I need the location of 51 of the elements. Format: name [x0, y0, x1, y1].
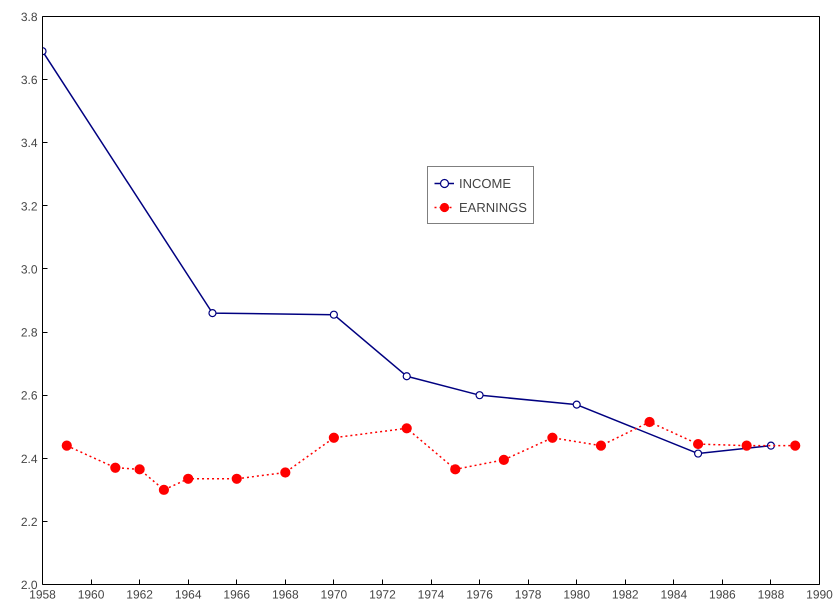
x-tick-label: 1976: [466, 588, 494, 602]
x-tick-label: 1990: [806, 588, 834, 602]
x-tick-label: 1978: [514, 588, 542, 602]
point: [232, 474, 242, 484]
x-tick-label: 1964: [174, 588, 202, 602]
point: [450, 464, 460, 474]
point: [596, 440, 606, 451]
x-tick-label: 1982: [612, 588, 639, 602]
point: [498, 454, 509, 465]
point: [330, 310, 338, 319]
legend-label: EARNINGS: [459, 200, 527, 214]
y-tick-label: 2.2: [20, 514, 38, 529]
x-tick-label: 1960: [78, 588, 105, 602]
x-tick-label: 1988: [758, 588, 785, 602]
x-tick-label: 1972: [369, 588, 396, 602]
y-tick-label: 3.8: [20, 10, 38, 24]
point: [280, 467, 290, 478]
x-tick-label: 1970: [320, 588, 348, 602]
legend-label: INCOME: [459, 176, 511, 190]
x-tick-label: 1958: [29, 588, 56, 602]
y-tick-label: 2.4: [20, 452, 38, 466]
point: [790, 440, 800, 451]
y-tick-label: 2.6: [20, 388, 38, 403]
x-tick-label: 1974: [418, 588, 445, 602]
y-tick-label: 3.4: [20, 136, 38, 150]
x-tick-label: 1980: [563, 588, 590, 602]
y-tick-label: 3.0: [20, 262, 38, 276]
point: [547, 432, 558, 443]
point: [475, 391, 484, 400]
x-tick-label: 1966: [223, 588, 250, 602]
point: [694, 449, 702, 458]
point: [183, 474, 194, 484]
point: [110, 462, 120, 473]
point: [572, 400, 581, 409]
point: [402, 423, 412, 434]
point: [402, 372, 411, 380]
point: [644, 416, 655, 428]
point: [208, 309, 217, 318]
point: [742, 440, 752, 451]
point: [62, 440, 72, 451]
x-tick-label: 1984: [660, 588, 688, 602]
x-tick-label: 1986: [709, 588, 736, 602]
point: [134, 464, 145, 474]
x-tick-label: 1968: [272, 588, 299, 602]
y-tick-label: 3.6: [20, 73, 38, 88]
point: [692, 438, 704, 450]
y-tick-label: 3.2: [20, 199, 38, 214]
point: [158, 484, 170, 495]
x-tick-label: 1962: [126, 588, 154, 602]
point: [328, 432, 339, 443]
y-tick-label: 2.8: [20, 326, 38, 340]
